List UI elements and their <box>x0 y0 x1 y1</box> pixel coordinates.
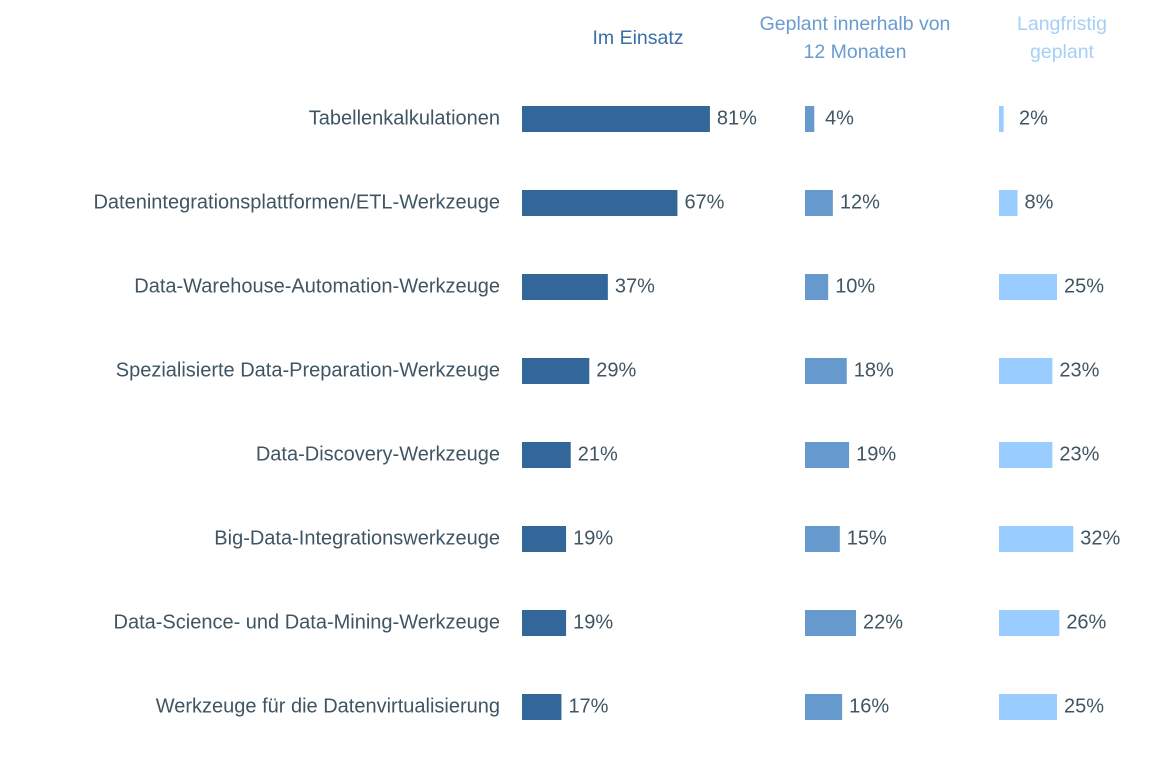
value-label: 81% <box>717 107 757 129</box>
category-label: Werkzeuge für die Datenvirtualisierung <box>156 695 500 717</box>
bar <box>999 274 1057 300</box>
value-label: 15% <box>847 527 887 549</box>
value-label: 4% <box>825 107 854 129</box>
bar <box>805 694 843 720</box>
value-label: 25% <box>1064 695 1104 717</box>
bar <box>999 694 1057 720</box>
bar <box>999 358 1053 384</box>
value-label: 37% <box>615 275 655 297</box>
value-label: 26% <box>1066 611 1106 633</box>
bar <box>805 610 857 636</box>
category-label: Tabellenkalkulationen <box>309 107 500 129</box>
bar <box>999 526 1074 552</box>
category-label: Data-Science- und Data-Mining-Werkzeuge <box>114 611 500 633</box>
value-label: 2% <box>1019 107 1048 129</box>
value-label: 19% <box>856 443 896 465</box>
bar <box>522 358 590 384</box>
bar <box>999 106 1004 132</box>
value-label: 17% <box>568 695 608 717</box>
category-label: Big-Data-Integrationswerkzeuge <box>214 527 500 549</box>
value-label: 22% <box>863 611 903 633</box>
value-label: 12% <box>840 191 880 213</box>
bar <box>522 190 678 216</box>
value-label: 25% <box>1064 275 1104 297</box>
bar <box>999 442 1053 468</box>
bar <box>522 610 567 636</box>
value-label: 8% <box>1025 191 1054 213</box>
category-label: Data-Warehouse-Automation-Werkzeuge <box>134 275 500 297</box>
value-label: 32% <box>1080 527 1120 549</box>
value-label: 10% <box>835 275 875 297</box>
bar <box>805 526 840 552</box>
value-label: 16% <box>849 695 889 717</box>
value-label: 23% <box>1059 443 1099 465</box>
bar <box>522 106 710 132</box>
series-header: Langfristig geplant <box>1017 13 1107 63</box>
category-label: Datenintegrationsplattformen/ETL-Werkzeu… <box>93 191 500 213</box>
category-label: Spezialisierte Data-Preparation-Werkzeug… <box>116 359 500 381</box>
value-label: 23% <box>1059 359 1099 381</box>
bar <box>999 190 1018 216</box>
bar <box>522 526 567 552</box>
series-header: Im Einsatz <box>592 27 684 49</box>
bar <box>805 190 833 216</box>
value-label: 18% <box>854 359 894 381</box>
bar <box>999 610 1060 636</box>
bar <box>522 694 562 720</box>
bar <box>522 442 571 468</box>
value-label: 29% <box>596 359 636 381</box>
value-label: 21% <box>578 443 618 465</box>
value-label: 67% <box>684 191 724 213</box>
value-label: 19% <box>573 611 613 633</box>
category-label: Data-Discovery-Werkzeuge <box>256 443 500 465</box>
series-header: Geplant innerhalb von 12 Monaten <box>759 13 951 63</box>
value-label: 19% <box>573 527 613 549</box>
bar <box>805 274 829 300</box>
bar <box>805 358 847 384</box>
bar <box>522 274 608 300</box>
bar <box>805 442 850 468</box>
bar <box>805 106 815 132</box>
